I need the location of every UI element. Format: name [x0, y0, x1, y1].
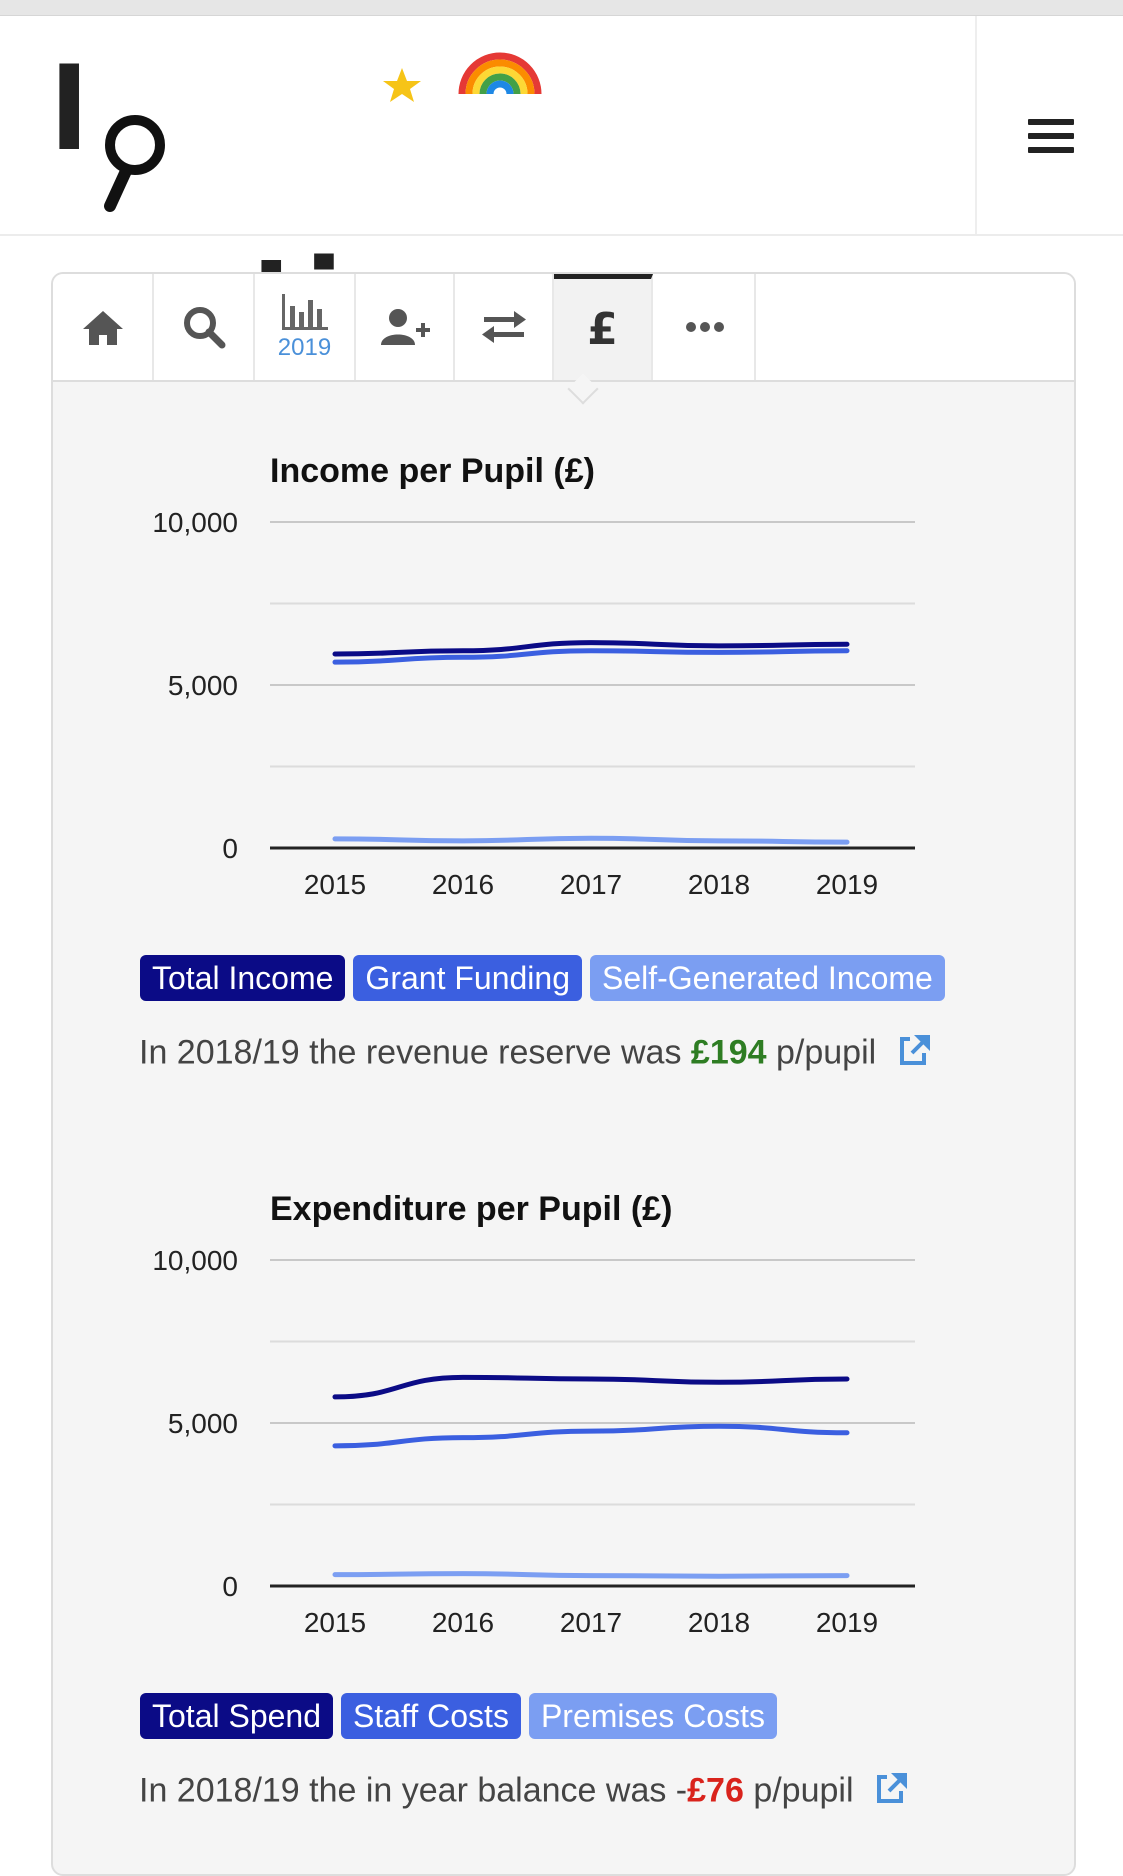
expenditure-legend: Total Spend Staff Costs Premises Costs — [140, 1693, 785, 1739]
income-legend: Total Income Grant Funding Self-Generate… — [140, 955, 953, 1001]
search-icon — [183, 307, 225, 349]
header-divider — [975, 16, 977, 234]
external-link-icon[interactable] — [896, 1033, 932, 1076]
x-tick-label: 2018 — [688, 1607, 750, 1638]
legend-staff-costs[interactable]: Staff Costs — [341, 1693, 521, 1739]
pound-icon: £ — [587, 304, 618, 355]
school-finance-panel: 2019 £ — [51, 272, 1076, 1876]
series-line-self-generated-income — [332, 835, 850, 845]
in-year-balance-note: In 2018/19 the in year balance was -£76 … — [139, 1771, 909, 1814]
y-tick-label: 0 — [222, 1571, 238, 1602]
note-prefix: In 2018/19 the revenue reserve was — [139, 1033, 691, 1072]
series-line-staff-costs — [332, 1423, 850, 1449]
legend-self-generated-income[interactable]: Self-Generated Income — [589, 955, 945, 1001]
note-suffix: p/pupil — [743, 1771, 854, 1810]
expenditure-line-chart: 0 5,000 10,000 2015 2016 2017 2018 2019 — [152, 1245, 915, 1638]
logo-graphic — [104, 52, 542, 212]
magnifier-icon — [104, 115, 165, 212]
legend-premises-costs[interactable]: Premises Costs — [528, 1693, 777, 1739]
tab-add-user[interactable] — [356, 274, 455, 380]
x-tick-label: 2019 — [816, 1607, 878, 1638]
series-line-total-income — [332, 640, 850, 657]
x-tick-label: 2016 — [432, 1607, 494, 1638]
y-tick-label: 10,000 — [152, 1245, 238, 1276]
series-line-premises-costs — [332, 1571, 850, 1579]
tab-more[interactable] — [655, 274, 756, 380]
x-tick-label: 2016 — [432, 869, 494, 900]
star-icon — [383, 68, 421, 102]
site-header: lcrating — [0, 16, 1123, 366]
tab-finance[interactable]: £ — [554, 274, 653, 380]
revenue-reserve-value: £194 — [690, 1033, 767, 1072]
add-user-icon — [380, 309, 430, 345]
y-tick-label: 5,000 — [168, 1408, 238, 1439]
locrating-logo[interactable]: lcrating — [50, 36, 570, 366]
tab-home[interactable] — [53, 274, 154, 380]
chart-title-expenditure: Expenditure per Pupil (£) — [270, 1190, 673, 1228]
hamburger-menu-icon[interactable] — [1028, 119, 1074, 159]
series-line-total-spend — [332, 1374, 850, 1400]
more-dots-icon — [685, 322, 724, 332]
x-tick-label: 2015 — [304, 869, 366, 900]
tab-stats[interactable]: 2019 — [255, 274, 356, 380]
rainbow-icon — [458, 52, 542, 95]
tab-stats-year: 2019 — [277, 334, 332, 361]
x-tick-label: 2017 — [560, 1607, 622, 1638]
series-line-grant-funding — [332, 648, 850, 665]
external-link-icon[interactable] — [873, 1771, 909, 1814]
home-icon — [82, 311, 123, 345]
browser-top-strip — [0, 0, 1123, 16]
swap-arrows-icon — [481, 311, 526, 343]
note-suffix: p/pupil — [766, 1033, 877, 1072]
chart-title-income: Income per Pupil (£) — [270, 452, 595, 490]
tab-bar: 2019 £ — [53, 274, 1074, 382]
note-prefix: In 2018/19 the in year balance was - — [139, 1771, 688, 1810]
legend-grant-funding[interactable]: Grant Funding — [353, 955, 582, 1001]
legend-total-spend[interactable]: Total Spend — [140, 1693, 334, 1739]
bar-chart-icon — [281, 294, 328, 330]
tab-search[interactable] — [154, 274, 255, 380]
in-year-balance-value: £76 — [687, 1771, 744, 1810]
y-tick-label: 5,000 — [168, 670, 238, 701]
y-tick-label: 10,000 — [152, 507, 238, 538]
x-tick-label: 2015 — [304, 1607, 366, 1638]
y-tick-label: 0 — [222, 833, 238, 864]
income-line-chart: 0 5,000 10,000 2015 2016 2017 2018 2019 — [152, 507, 915, 900]
x-tick-label: 2017 — [560, 869, 622, 900]
x-tick-label: 2019 — [816, 869, 878, 900]
tab-compare[interactable] — [455, 274, 554, 380]
x-tick-label: 2018 — [688, 869, 750, 900]
revenue-reserve-note: In 2018/19 the revenue reserve was £194 … — [139, 1033, 932, 1076]
legend-total-income[interactable]: Total Income — [140, 955, 346, 1001]
